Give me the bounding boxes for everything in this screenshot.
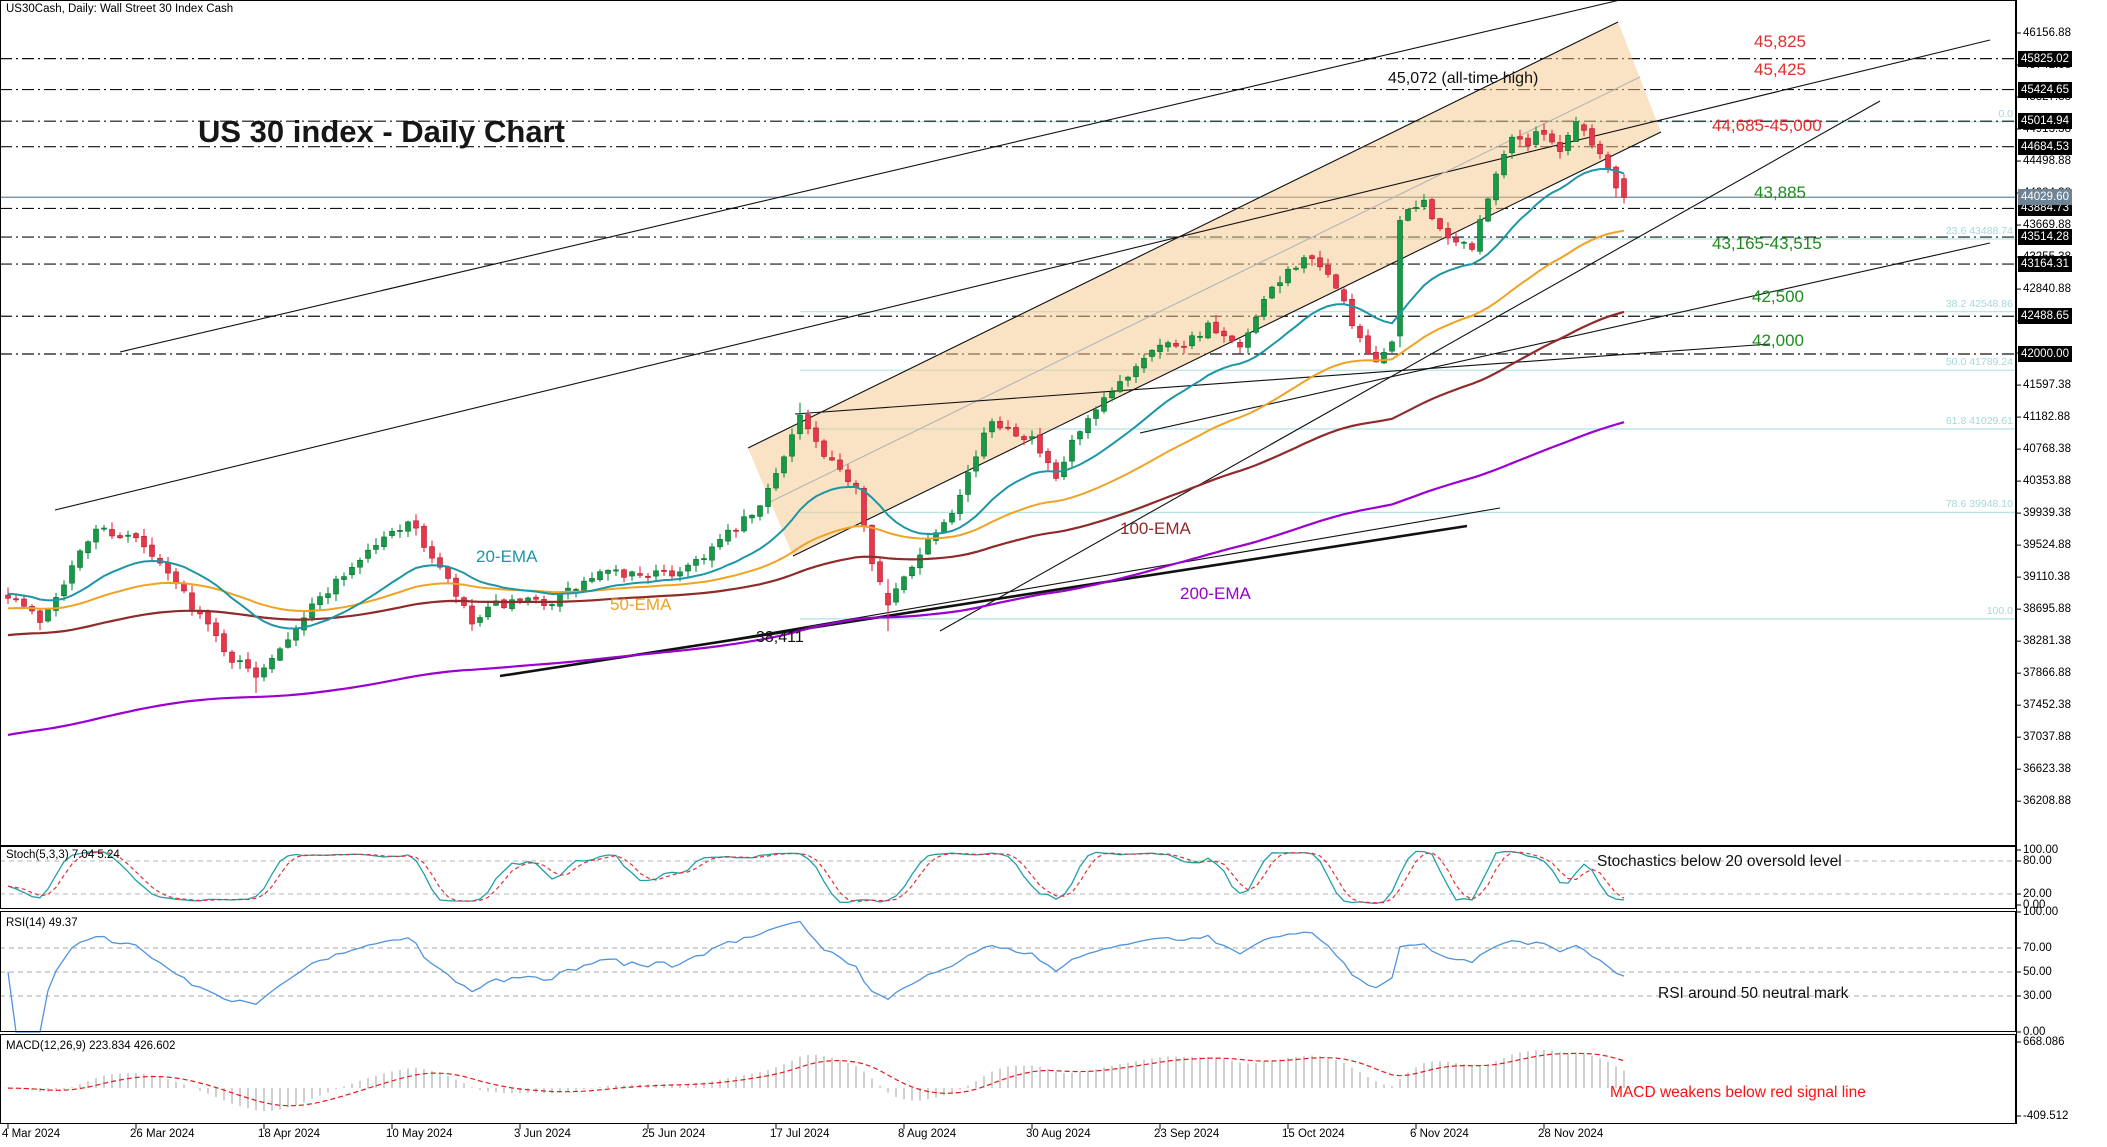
trading-chart-window: US30Cash, Daily: Wall Street 30 Index Ca… [0, 0, 2107, 1147]
chart-canvas[interactable] [0, 0, 2107, 1147]
